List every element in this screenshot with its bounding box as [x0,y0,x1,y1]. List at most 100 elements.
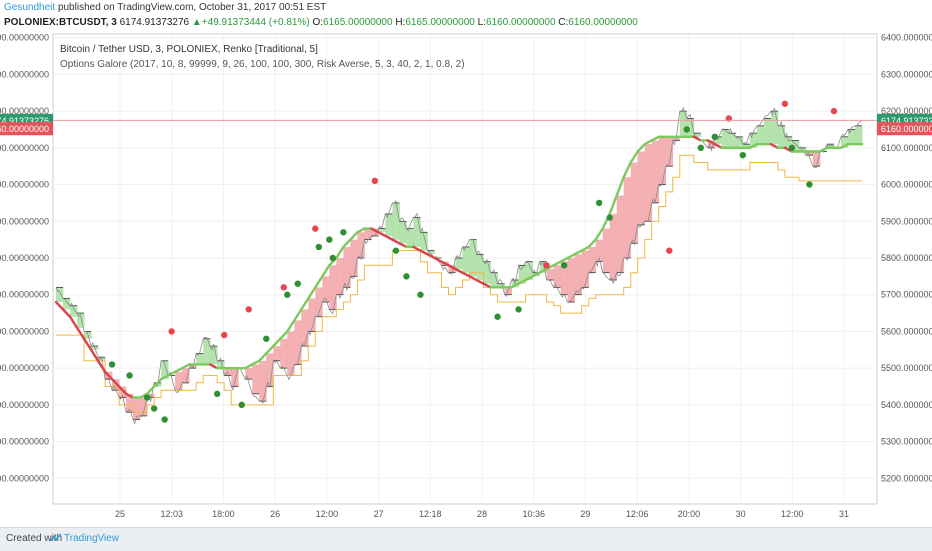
renko-band [693,133,702,137]
author-link[interactable]: Gesundheit [4,2,56,13]
y-tick-label-right: 6300.00000000 [881,69,932,79]
sell-signal-dot [830,107,838,115]
sell-signal-dot [543,262,550,269]
published-text: published on TradingView.com, October 31… [57,2,327,13]
sell-signal-dot [666,247,673,254]
ma-segment [818,146,829,153]
close-label: C: [558,17,569,28]
renko-band [406,228,414,247]
ma-segment [573,249,583,256]
renko-band [798,147,807,152]
y-tick-label-left: 5500.00000000 [0,363,49,373]
legend-indicator: Options Galore (2017, 10, 8, 99999, 9, 2… [60,59,465,70]
renko-band [665,136,674,167]
ma-segment [643,139,653,146]
renko-band [728,133,737,148]
renko-band [518,265,526,284]
open-value: 6165.00000000 [323,17,393,28]
ma-segment [713,142,724,150]
renko-band [777,125,786,148]
renko-band [791,140,800,152]
ma-segment [251,359,261,366]
ma-segment [839,142,850,150]
buy-signal-dot [697,144,704,152]
sell-signal-dot [781,100,789,107]
created-with-text: Created with [6,533,63,544]
sell-signal-dot [280,284,287,291]
ma-segment [510,282,520,289]
renko-band [616,195,625,273]
renko-band [175,371,183,391]
close-price-badge-bg [877,122,932,136]
ma-segment [61,308,72,318]
ma-segment [145,385,156,396]
renko-band [497,283,505,288]
ma-segment [552,260,562,267]
y-tick-label-right: 5600.00000000 [881,326,932,336]
footer: Created with TradingView [0,527,932,551]
renko-band [840,136,849,148]
renko-band [231,368,239,387]
ma-segment [272,337,282,348]
y-tick-label-left: 6000.00000000 [0,180,49,190]
sell-signal-dot [371,177,379,185]
ma-segment [208,363,219,370]
renko-band [322,276,330,303]
x-tick-label: 25 [115,509,125,519]
chart-area[interactable]: 5200.00000000 5300.00000000 5400.00000000 5… [0,0,932,527]
ma-segment [166,370,177,377]
x-tick-label: 10:36 [522,509,545,519]
buy-signal-dot [595,199,603,207]
ma-segment [314,275,324,289]
buy-signal-dot [238,401,245,409]
renko-band [686,118,695,137]
buy-signal-dot [788,144,796,152]
renko-band [448,265,456,273]
y-tick-label-right: 5400.00000000 [881,400,932,410]
signal-dots [108,100,838,423]
y-tick-label-left: 6200.00000000 [0,106,49,116]
ma-segment [440,260,450,267]
renko-band [581,250,590,288]
tradingview-link[interactable]: TradingView [64,533,120,544]
close-value: 6160.00000000 [568,17,638,28]
last-price-badge: 6174.91373276 [881,116,932,126]
ma-segment [258,352,268,362]
x-tick-label: 26 [270,509,280,519]
legend-title: Bitcoin / Tether USD, 3, POLONIEX, Renko… [60,44,318,55]
ma-segment [68,315,79,329]
renko-band [455,257,463,269]
ma-segment [545,264,555,271]
renko-band [287,331,295,376]
x-tick-label: 30 [736,509,746,519]
renko-band [630,162,639,244]
renko-band [476,254,484,281]
sell-signal-dot [312,225,319,232]
ma-segment [594,227,604,241]
symbol-info: POLONIEX:BTCUSDT, 3 6174.91373276 ▲+49.9… [4,17,638,28]
ma-segment [384,234,394,241]
renko-band [469,239,477,277]
moving-average [54,135,864,399]
renko-band [847,129,856,145]
renko-band [427,250,435,255]
buy-signal-dot [417,291,424,298]
ma-segment [538,267,548,274]
ma-segment [307,286,317,300]
renko-band [623,177,632,258]
symbol[interactable]: POLONIEX:BTCUSDT, 3 [4,17,117,28]
buy-signal-dot [683,126,690,133]
ma-segment [566,253,576,260]
ma-segment [769,142,780,150]
buy-signal-dot [329,254,337,262]
renko-band [595,239,604,262]
buy-signal-dot [214,390,221,398]
price-change: +49.91373444 (+0.81%) [201,17,310,28]
renko-band [770,111,779,145]
renko-band [574,254,583,295]
ma-segment [398,242,408,249]
ma-segment [300,297,310,311]
renko-band [553,265,562,288]
ma-segment [152,377,163,388]
close-price-badge: 6160.00000000 [881,124,932,134]
